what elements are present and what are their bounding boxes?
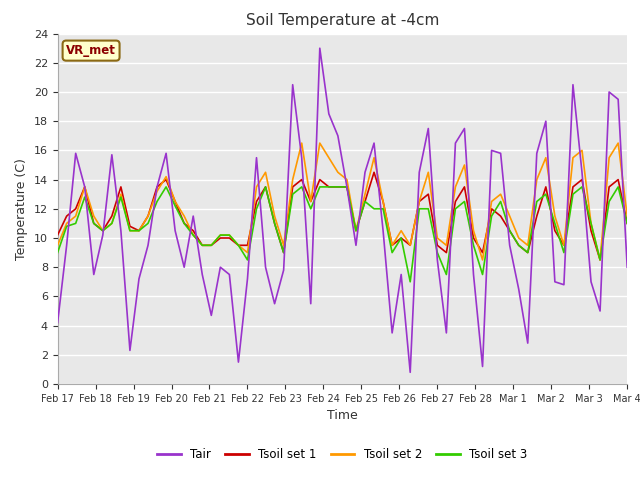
Y-axis label: Temperature (C): Temperature (C)	[15, 158, 28, 260]
Legend: Tair, Tsoil set 1, Tsoil set 2, Tsoil set 3: Tair, Tsoil set 1, Tsoil set 2, Tsoil se…	[152, 443, 532, 466]
Text: VR_met: VR_met	[66, 44, 116, 57]
X-axis label: Time: Time	[327, 409, 358, 422]
Title: Soil Temperature at -4cm: Soil Temperature at -4cm	[246, 13, 439, 28]
